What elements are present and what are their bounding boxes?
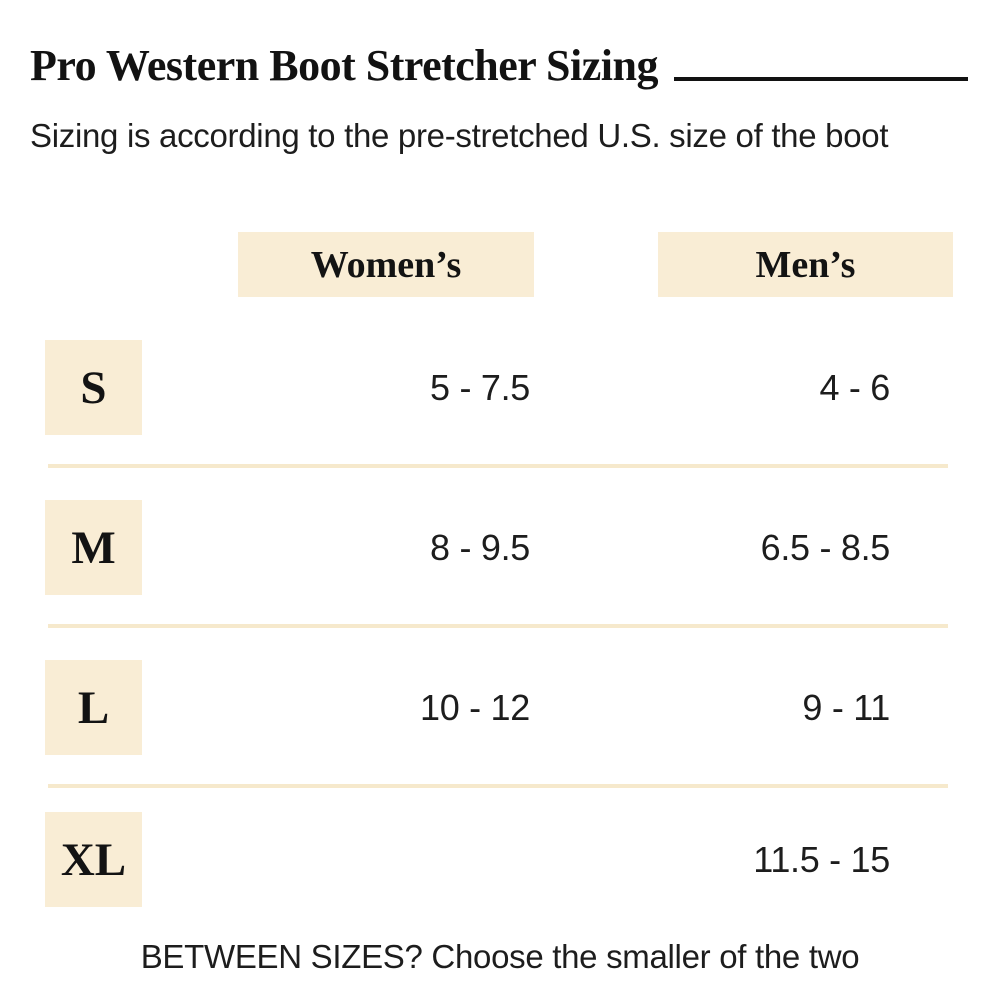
table-row-m: M 8 - 9.5 6.5 - 8.5	[0, 500, 1000, 595]
table-row-xl: XL 11.5 - 15	[0, 812, 1000, 907]
row-divider	[48, 624, 948, 628]
title-row: Pro Western Boot Stretcher Sizing	[30, 44, 968, 88]
mens-value-s: 4 - 6	[819, 366, 890, 408]
mens-value-l: 9 - 11	[802, 686, 890, 728]
row-divider	[48, 464, 948, 468]
page-title: Pro Western Boot Stretcher Sizing	[30, 41, 658, 90]
row-divider	[48, 784, 948, 788]
page-subtitle: Sizing is according to the pre-stretched…	[30, 117, 889, 154]
column-header-womens: Women’s	[238, 232, 534, 297]
table-row-l: L 10 - 12 9 - 11	[0, 660, 1000, 755]
womens-value-m: 8 - 9.5	[430, 526, 530, 568]
womens-value-s: 5 - 7.5	[430, 366, 530, 408]
between-sizes-note: BETWEEN SIZES? Choose the smaller of the…	[140, 938, 860, 975]
mens-value-xl: 11.5 - 15	[753, 838, 890, 880]
column-header-mens: Men’s	[658, 232, 953, 297]
size-label-xl: XL	[45, 812, 142, 907]
womens-value-xl	[142, 812, 530, 907]
womens-value-l: 10 - 12	[420, 686, 530, 728]
table-row-s: S 5 - 7.5 4 - 6	[0, 340, 1000, 435]
size-label-l: L	[45, 660, 142, 755]
size-label-s: S	[45, 340, 142, 435]
title-rule	[673, 77, 968, 81]
size-label-m: M	[45, 500, 142, 595]
mens-value-m: 6.5 - 8.5	[760, 526, 891, 568]
